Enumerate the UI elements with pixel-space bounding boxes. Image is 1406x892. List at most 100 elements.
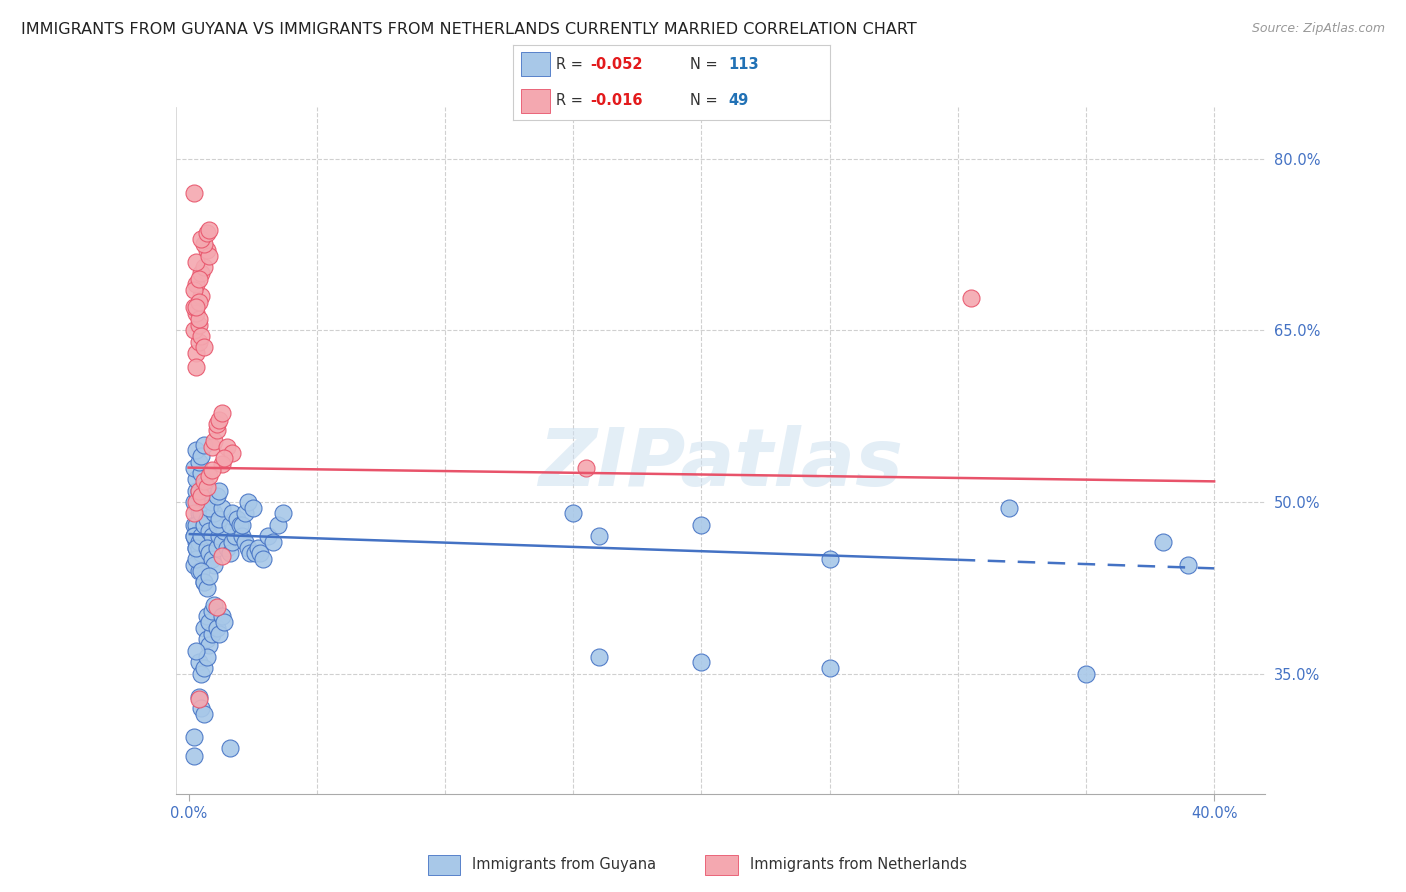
Point (193, 340, 215, 354)
Point (195, 541, 218, 555)
Point (187, 483, 209, 498)
Point (193, 475, 215, 489)
Point (211, 609, 233, 624)
Point (198, 222, 221, 236)
Point (187, 546, 209, 561)
FancyBboxPatch shape (427, 855, 460, 875)
Point (190, 489, 212, 503)
Point (183, 529, 205, 543)
Point (186, 541, 208, 555)
Point (190, 329, 212, 343)
Point (198, 249, 221, 263)
Point (221, 446, 243, 460)
Point (187, 318, 209, 332)
Point (183, 749, 205, 764)
Point (190, 524, 212, 538)
Point (257, 529, 280, 543)
Point (202, 598, 225, 612)
Point (588, 529, 610, 543)
Point (186, 301, 208, 315)
Point (198, 569, 221, 583)
Point (211, 406, 233, 420)
Point (183, 507, 205, 521)
Point (218, 741, 240, 756)
Point (236, 541, 259, 555)
Point (818, 552, 841, 566)
Point (208, 412, 231, 426)
Point (998, 500, 1021, 515)
Point (208, 483, 231, 498)
Point (218, 546, 240, 561)
Point (201, 440, 224, 454)
Point (187, 455, 209, 469)
Point (214, 451, 236, 466)
Point (208, 512, 231, 526)
Point (187, 334, 209, 349)
Point (214, 615, 236, 630)
Point (186, 552, 208, 566)
Point (186, 517, 208, 532)
Point (205, 600, 228, 615)
Point (214, 524, 236, 538)
Point (193, 575, 215, 590)
Point (195, 512, 218, 526)
Point (186, 277, 208, 292)
Point (198, 500, 221, 515)
Point (193, 260, 215, 275)
Point (198, 615, 221, 630)
Point (187, 691, 209, 706)
Point (183, 301, 205, 315)
Point (186, 535, 208, 549)
Point (198, 468, 221, 483)
Text: -0.052: -0.052 (591, 57, 643, 72)
Point (252, 552, 274, 566)
Point (208, 626, 231, 640)
Point (1177, 558, 1199, 572)
Text: 49: 49 (728, 93, 748, 108)
Point (201, 604, 224, 618)
Text: N =: N = (690, 93, 723, 108)
Point (226, 512, 249, 526)
Point (215, 541, 238, 555)
Point (201, 552, 224, 566)
Point (195, 632, 218, 647)
Point (186, 483, 208, 498)
Point (215, 440, 238, 454)
Point (186, 346, 208, 360)
Point (690, 517, 713, 532)
Point (183, 283, 205, 297)
Point (183, 730, 205, 744)
Point (193, 237, 215, 252)
Point (183, 558, 205, 572)
Point (201, 529, 224, 543)
Text: Immigrants from Guyana: Immigrants from Guyana (472, 857, 657, 871)
Point (190, 529, 212, 543)
Point (195, 243, 218, 257)
Point (211, 500, 233, 515)
Point (186, 541, 208, 555)
Point (186, 254, 208, 268)
Text: ZIPatlas: ZIPatlas (538, 425, 903, 503)
Point (187, 564, 209, 578)
Point (267, 517, 290, 532)
Point (190, 289, 212, 303)
Point (205, 621, 228, 635)
Point (221, 507, 243, 521)
Point (224, 529, 246, 543)
Point (193, 517, 215, 532)
Text: IMMIGRANTS FROM GUYANA VS IMMIGRANTS FROM NETHERLANDS CURRENTLY MARRIED CORRELAT: IMMIGRANTS FROM GUYANA VS IMMIGRANTS FRO… (21, 22, 917, 37)
Point (249, 546, 271, 561)
Point (959, 291, 981, 305)
Point (187, 690, 209, 704)
Point (239, 546, 262, 561)
Point (193, 621, 215, 635)
Point (205, 541, 228, 555)
Point (187, 311, 209, 326)
Point (186, 306, 208, 320)
Point (183, 460, 205, 475)
Point (1152, 535, 1174, 549)
Point (195, 609, 218, 624)
Point (231, 529, 253, 543)
Point (195, 226, 218, 240)
Point (195, 581, 218, 595)
